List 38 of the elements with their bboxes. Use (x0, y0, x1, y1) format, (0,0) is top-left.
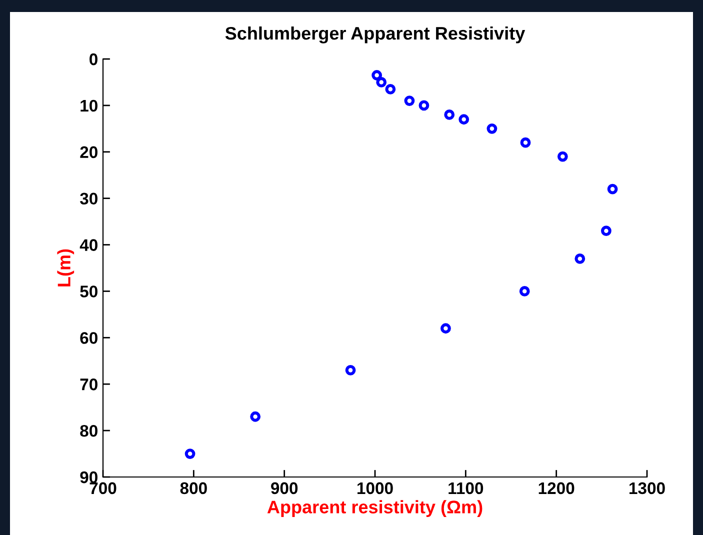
point (345, 364, 356, 376)
x-tick-label: 800 (180, 482, 207, 494)
point (607, 184, 618, 194)
point (574, 254, 586, 264)
point (458, 114, 470, 125)
y-tick-label: 90 (80, 471, 98, 484)
y-tick-label: 70 (80, 378, 98, 390)
point (600, 226, 612, 236)
point (520, 137, 531, 148)
point (557, 151, 568, 162)
point (404, 96, 415, 106)
point (250, 411, 261, 422)
y-tick-label: 30 (80, 192, 98, 205)
y-axis-title: L(m) (57, 249, 74, 286)
y-tick-label: 20 (80, 146, 98, 158)
point (418, 100, 430, 111)
x-tick-label: 1300 (630, 482, 665, 494)
point (519, 286, 530, 296)
chart-title: Schlumberger Apparent Resistivity (225, 26, 526, 44)
point (184, 448, 196, 459)
y-tick-label: 60 (80, 332, 98, 344)
point (486, 123, 498, 134)
x-axis-title: Apparent resistivity (Ωm) (267, 500, 482, 518)
y-tick-label: 0 (90, 53, 98, 66)
point (385, 84, 396, 94)
y-tick-label: 80 (80, 424, 98, 437)
x-tick-label: 1000 (358, 482, 393, 494)
point (444, 110, 455, 120)
point (376, 77, 387, 88)
point (372, 70, 382, 80)
y-tick-label: 50 (80, 286, 98, 298)
x-tick-label: 700 (90, 482, 116, 494)
x-tick-label: 900 (271, 482, 298, 494)
x-tick-label: 1200 (538, 482, 574, 494)
x-tick-label: 1100 (448, 482, 484, 494)
y-tick-label: 10 (80, 100, 98, 112)
y-tick-label: 40 (80, 239, 98, 251)
point (440, 323, 451, 334)
